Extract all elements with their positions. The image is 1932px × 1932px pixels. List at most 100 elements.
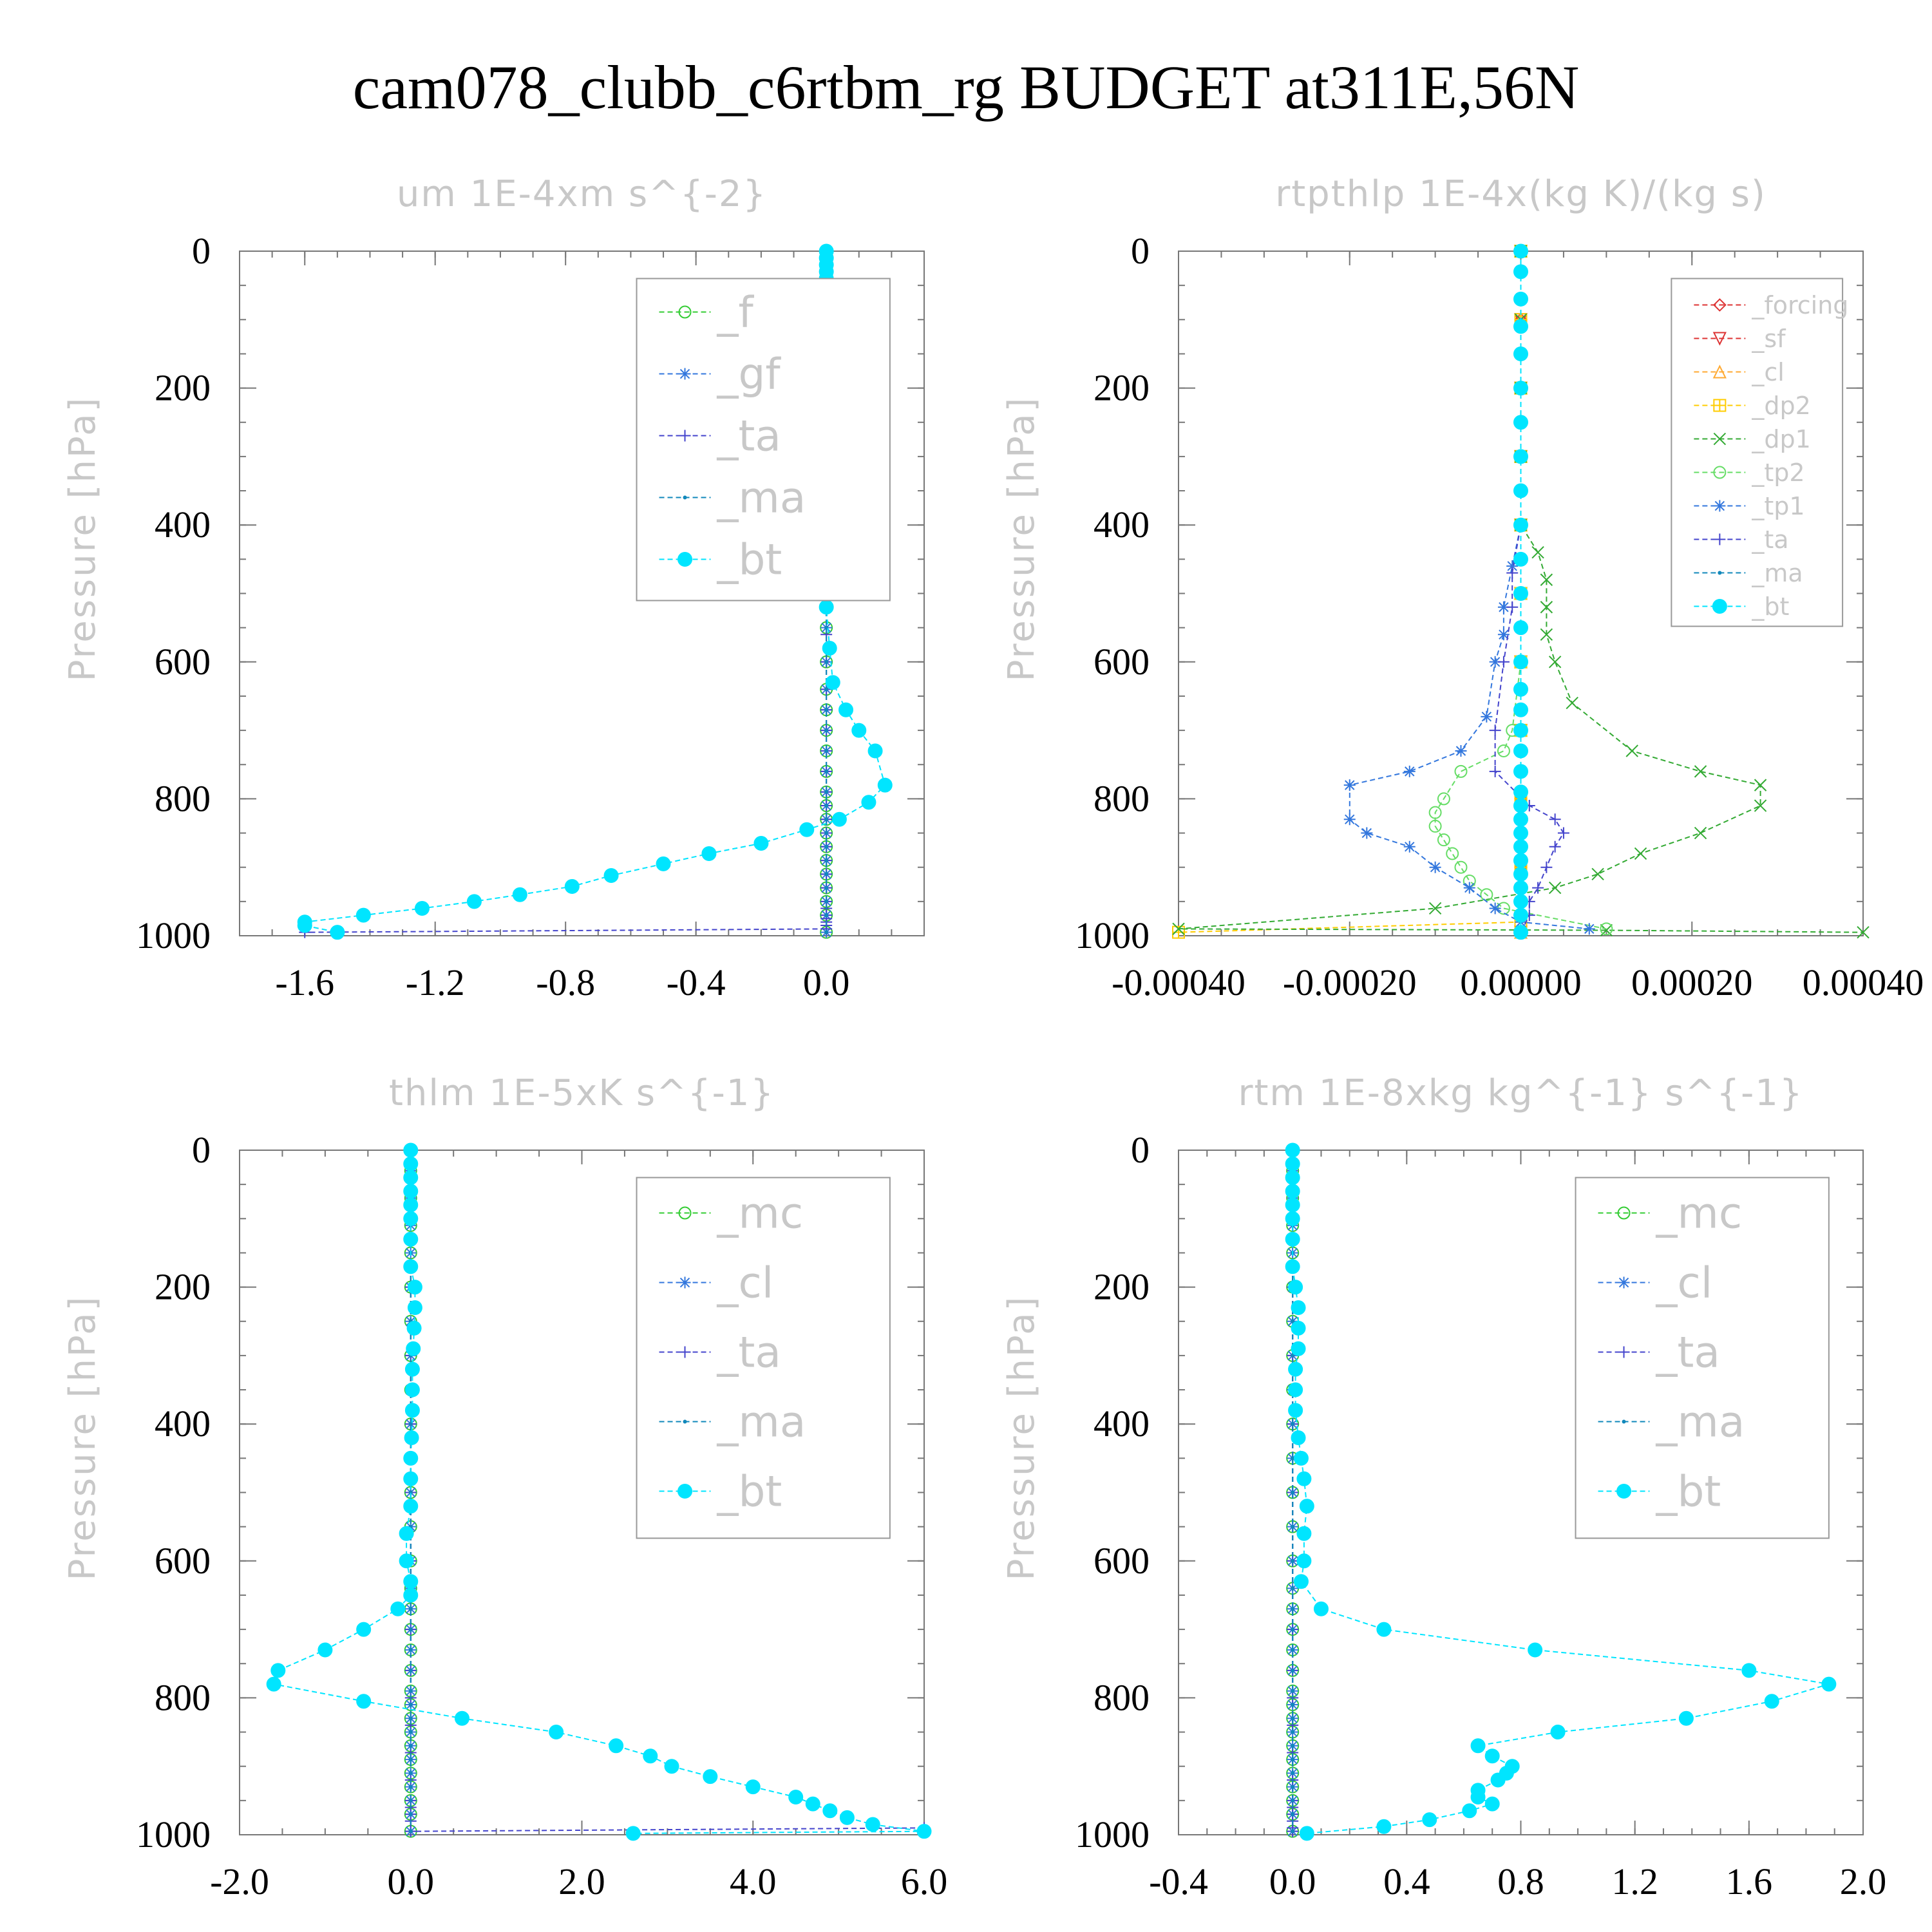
data-point xyxy=(1376,1622,1392,1637)
data-point xyxy=(1489,902,1501,914)
legend: _mc _cl _ta _ma _bt xyxy=(636,1177,891,1539)
data-point xyxy=(403,1211,419,1226)
data-point xyxy=(867,743,883,759)
data-point xyxy=(408,1422,413,1426)
data-point xyxy=(266,1676,281,1692)
x-tick-label: 1.2 xyxy=(1611,1861,1658,1902)
data-point xyxy=(406,1320,422,1336)
data-point xyxy=(1462,1803,1477,1819)
y-tick-label: 1000 xyxy=(1075,914,1150,956)
data-point xyxy=(404,1430,419,1445)
data-point xyxy=(564,878,580,894)
data-point xyxy=(1285,1142,1300,1158)
data-point xyxy=(1299,1499,1314,1514)
data-point xyxy=(1531,546,1544,559)
data-point xyxy=(1528,1642,1543,1658)
data-point xyxy=(1484,1748,1500,1764)
data-point xyxy=(1513,551,1528,567)
data-point xyxy=(831,811,847,827)
legend-label: _ta xyxy=(1751,526,1788,554)
data-point xyxy=(824,930,829,934)
data-point xyxy=(414,900,430,916)
x-tick-label: 0.0 xyxy=(388,1861,435,1902)
data-point xyxy=(656,856,671,871)
legend-marker xyxy=(1712,365,1727,379)
data-point xyxy=(1490,1772,1506,1788)
data-point xyxy=(1484,1796,1500,1812)
x-tick-label: -1.6 xyxy=(275,961,334,1003)
data-point xyxy=(1821,1676,1837,1692)
panel-title: um 1E-4xm s^{-2} xyxy=(397,173,767,215)
data-point xyxy=(1428,902,1442,915)
legend: _forcing _sf _cl _dp2 _dp1 _tp2 _tp1 _ta _ma _bt xyxy=(1671,278,1848,627)
data-point xyxy=(1285,1170,1300,1186)
data-point xyxy=(824,769,829,773)
legend-marker xyxy=(1712,332,1727,346)
legend-label: _mc xyxy=(717,1189,804,1238)
panel-4: rtm 1E-8xkg kg^{-1} s^{-1} Pressure [hPa]… xyxy=(1001,1072,1886,1902)
data-point xyxy=(408,1829,413,1833)
data-point xyxy=(1513,449,1528,464)
data-point xyxy=(1566,696,1578,710)
data-point xyxy=(877,777,893,793)
series-line-tp1 xyxy=(1349,251,1589,930)
data-point xyxy=(664,1759,679,1774)
data-point xyxy=(824,899,829,904)
series-line-ta xyxy=(1494,251,1565,933)
data-point xyxy=(824,886,829,890)
data-point xyxy=(824,804,829,808)
x-tick-label: 0.0 xyxy=(1269,1861,1316,1902)
data-point xyxy=(408,1757,413,1762)
data-point xyxy=(1428,819,1442,833)
series-line-dp2 xyxy=(1178,251,1522,933)
data-point xyxy=(824,790,829,794)
legend-box xyxy=(1671,278,1844,627)
legend-label: _bt xyxy=(717,535,782,585)
data-point xyxy=(1291,1353,1295,1358)
data-point xyxy=(1506,560,1519,572)
legend-label: _dp2 xyxy=(1751,392,1810,420)
data-point xyxy=(1513,894,1528,909)
data-point xyxy=(865,1817,880,1832)
data-point xyxy=(1513,907,1528,923)
data-point xyxy=(512,887,527,902)
data-point xyxy=(407,1280,422,1295)
series-layer xyxy=(266,1142,932,1841)
data-point xyxy=(1764,1694,1779,1709)
legend-marker xyxy=(677,1484,693,1499)
data-point xyxy=(824,844,829,849)
data-point xyxy=(1291,1558,1295,1563)
y-axis-label: Pressure [hPa] xyxy=(62,1295,104,1581)
data-point xyxy=(1513,798,1528,813)
data-point xyxy=(1291,1627,1295,1632)
data-point xyxy=(1513,880,1528,896)
y-tick-label: 200 xyxy=(1094,367,1150,409)
data-point xyxy=(408,1689,413,1693)
data-point xyxy=(701,846,717,861)
data-point xyxy=(819,600,834,615)
data-point xyxy=(408,1668,413,1672)
data-point xyxy=(1296,1471,1312,1486)
x-tick-label: 0.4 xyxy=(1383,1861,1430,1902)
y-tick-label: 600 xyxy=(1094,641,1150,683)
legend-marker xyxy=(1714,500,1726,512)
data-point xyxy=(1754,799,1767,812)
data-point xyxy=(1285,1211,1300,1226)
x-tick-label: -0.00040 xyxy=(1112,961,1245,1003)
data-point xyxy=(1285,1156,1300,1171)
data-point xyxy=(390,1601,406,1616)
data-point xyxy=(1291,1798,1295,1803)
data-point xyxy=(403,1587,419,1603)
data-point xyxy=(1343,779,1356,791)
legend-marker xyxy=(679,1276,691,1289)
data-point xyxy=(1857,925,1870,939)
legend-marker xyxy=(683,1419,687,1424)
data-point xyxy=(1513,291,1528,307)
series-layer xyxy=(1285,1142,1837,1841)
legend-marker xyxy=(1713,432,1727,446)
data-point xyxy=(1403,840,1416,853)
data-point xyxy=(839,1810,855,1825)
data-point xyxy=(1513,839,1528,855)
data-point xyxy=(1548,881,1562,895)
data-point xyxy=(1293,1574,1309,1589)
